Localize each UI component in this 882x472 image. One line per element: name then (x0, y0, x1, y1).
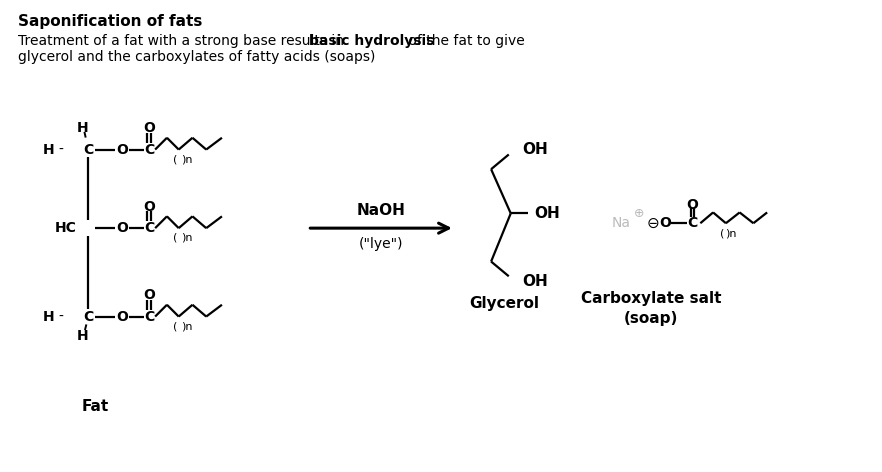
Text: O: O (116, 310, 128, 323)
Text: Carboxylate salt: Carboxylate salt (581, 291, 721, 306)
Text: ⊖: ⊖ (647, 216, 660, 231)
Text: C: C (83, 310, 93, 323)
Text: O: O (143, 200, 155, 213)
Text: H: H (77, 121, 88, 135)
Text: H: H (42, 310, 54, 323)
Text: O: O (116, 221, 128, 235)
Text: (: ( (173, 321, 177, 331)
Text: O: O (686, 198, 699, 211)
Text: H: H (77, 329, 88, 343)
Text: Fat: Fat (81, 399, 108, 414)
Text: NaOH: NaOH (356, 203, 406, 218)
Text: OH: OH (522, 142, 549, 157)
Text: glycerol and the carboxylates of fatty acids (soaps): glycerol and the carboxylates of fatty a… (18, 51, 375, 64)
Text: ⊕: ⊕ (634, 207, 645, 220)
Text: -: - (58, 310, 63, 323)
Text: ("lye"): ("lye") (359, 237, 403, 251)
Text: H: H (42, 143, 54, 157)
Text: OH: OH (534, 206, 560, 221)
Text: HC: HC (55, 221, 77, 235)
Text: basic hydrolysis: basic hydrolysis (309, 34, 434, 48)
Text: (: ( (173, 154, 177, 164)
Text: (: ( (720, 228, 724, 238)
Text: C: C (144, 310, 154, 323)
Text: (: ( (173, 233, 177, 243)
Text: )n: )n (725, 228, 736, 238)
Text: O: O (659, 216, 671, 230)
Text: Treatment of a fat with a strong base results in: Treatment of a fat with a strong base re… (18, 34, 348, 48)
Text: )n: )n (181, 233, 192, 243)
Text: OH: OH (522, 274, 549, 289)
Text: C: C (144, 221, 154, 235)
Text: -: - (58, 143, 63, 157)
Text: C: C (687, 216, 698, 230)
Text: O: O (143, 288, 155, 302)
Text: C: C (144, 143, 154, 157)
Text: Glycerol: Glycerol (469, 296, 539, 311)
Text: of the fat to give: of the fat to give (404, 34, 525, 48)
Text: )n: )n (181, 321, 192, 331)
Text: Na: Na (612, 216, 631, 230)
Text: O: O (116, 143, 128, 157)
Text: O: O (143, 121, 155, 135)
Text: (soap): (soap) (624, 311, 678, 326)
Text: C: C (83, 143, 93, 157)
Text: Saponification of fats: Saponification of fats (18, 14, 202, 29)
Text: )n: )n (181, 154, 192, 164)
